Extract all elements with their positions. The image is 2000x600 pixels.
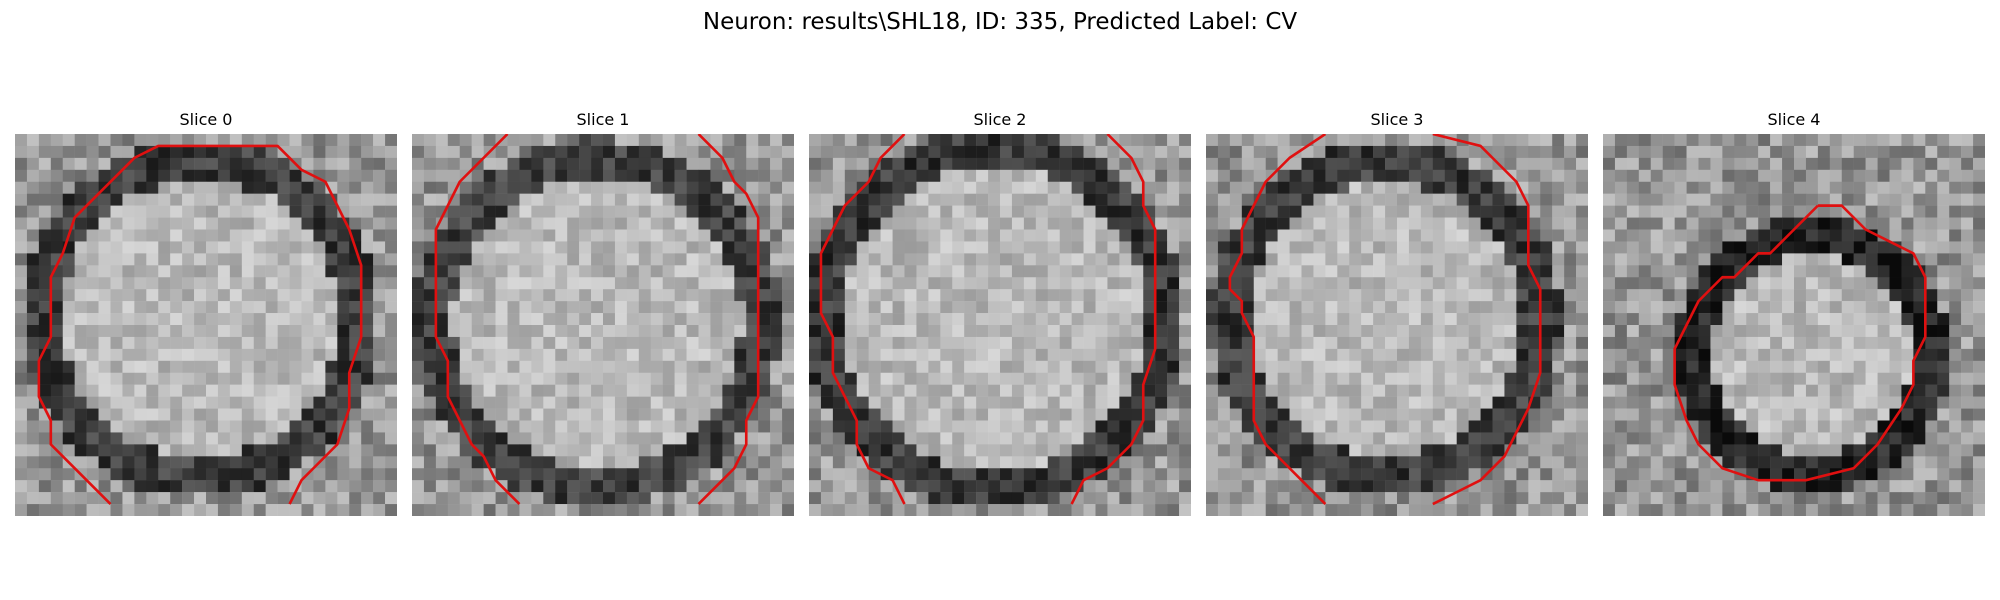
slice-panel-3: Slice 3 <box>1206 110 1588 516</box>
contour-line <box>1432 134 1542 506</box>
slice-image <box>809 134 1191 516</box>
contour-line <box>819 134 906 505</box>
figure-title: Neuron: results\SHL18, ID: 335, Predicte… <box>702 9 1298 35</box>
slice-title: Slice 2 <box>973 110 1027 129</box>
contour-line <box>37 144 363 505</box>
slice-title: Slice 3 <box>1370 110 1424 129</box>
slice-panel-0: Slice 0 <box>15 110 397 516</box>
slice-panel-1: Slice 1 <box>412 110 794 516</box>
slice-title: Slice 1 <box>576 110 630 129</box>
slice-image <box>1603 134 1985 516</box>
slice-image <box>15 134 397 516</box>
contour-line <box>697 134 760 505</box>
contour-line <box>1228 134 1327 505</box>
slice-panel-4: Slice 4 <box>1603 110 1985 516</box>
slice-title: Slice 0 <box>179 110 233 129</box>
slice-image <box>1206 134 1588 516</box>
slice-panel-2: Slice 2 <box>809 110 1191 516</box>
contour-line <box>1673 204 1927 482</box>
slice-image <box>412 134 794 516</box>
contour-line <box>434 134 521 505</box>
contour-line <box>1070 134 1157 505</box>
slice-title: Slice 4 <box>1767 110 1821 129</box>
